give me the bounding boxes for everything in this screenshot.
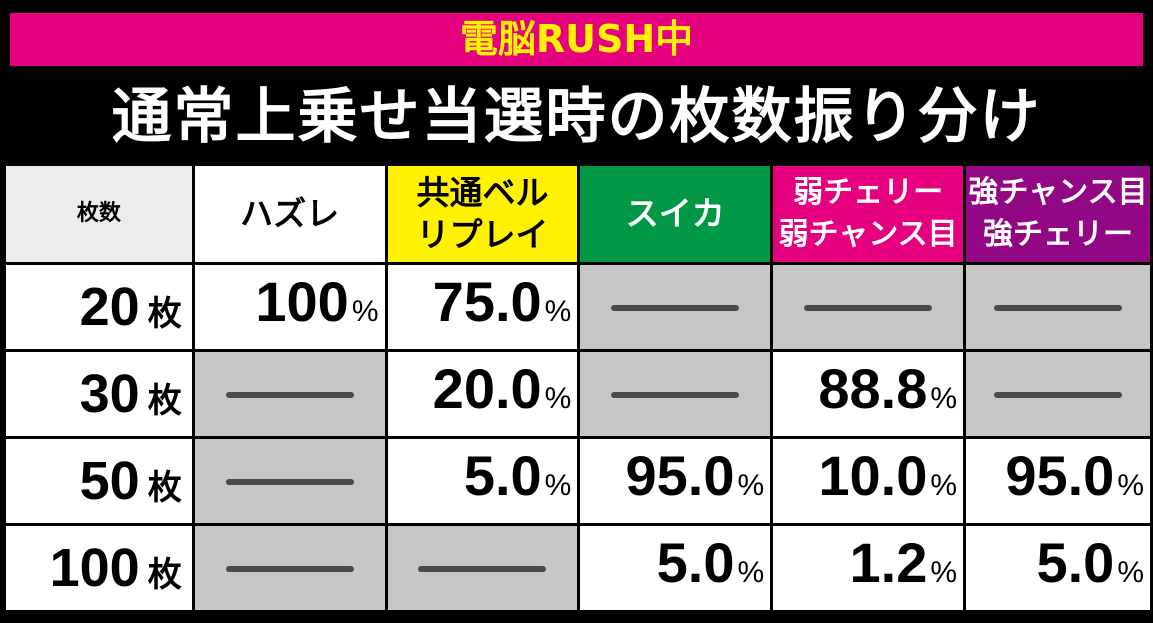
row-label-value: 100 bbox=[49, 538, 140, 598]
percent-value: 5.0 bbox=[463, 444, 542, 507]
row-label-unit: 枚 bbox=[147, 295, 182, 333]
row-label: 30 枚 bbox=[3, 349, 195, 439]
header-strong-line2: 強チェリー bbox=[983, 217, 1134, 252]
empty-cell bbox=[191, 436, 388, 526]
header-suika: スイカ bbox=[577, 163, 774, 265]
empty-cell bbox=[963, 262, 1153, 352]
value-cell-bell: 5.0% bbox=[384, 436, 581, 526]
header-weak-line2: 弱チャンス目 bbox=[778, 217, 958, 252]
value-cell-hazure: 100% bbox=[191, 262, 388, 352]
empty-cell bbox=[963, 349, 1153, 439]
percent-value: 95.0 bbox=[1005, 444, 1115, 507]
table-row: 20 枚 100% 75.0% bbox=[3, 262, 1153, 352]
empty-cell bbox=[384, 523, 581, 613]
header-weak: 弱チェリー弱チャンス目 bbox=[770, 163, 967, 265]
percent-value: 20.0 bbox=[432, 357, 542, 420]
header-bell-line2: リプレイ bbox=[416, 215, 549, 254]
value-cell-bell: 75.0% bbox=[384, 262, 581, 352]
header-weak-line1: 弱チェリー bbox=[793, 175, 944, 210]
dash-mark bbox=[418, 566, 547, 572]
table-row: 30 枚 20.0% 88.8% bbox=[3, 349, 1153, 439]
value-cell-weak: 10.0% bbox=[770, 436, 967, 526]
header-strong-line1: 強チャンス目 bbox=[968, 175, 1148, 210]
percent-sign: % bbox=[930, 382, 958, 415]
value-cell-suika: 95.0% bbox=[577, 436, 774, 526]
percent-sign: % bbox=[544, 295, 572, 328]
empty-cell bbox=[191, 523, 388, 613]
header-bell-replay: 共通ベル リプレイ bbox=[384, 163, 581, 265]
percent-sign: % bbox=[1117, 469, 1144, 502]
row-label-unit: 枚 bbox=[147, 469, 182, 507]
dash-mark bbox=[804, 305, 933, 311]
row-label-value: 30 bbox=[79, 364, 140, 424]
percent-sign: % bbox=[737, 469, 765, 502]
percent-value: 5.0 bbox=[656, 531, 735, 594]
dash-mark bbox=[994, 392, 1123, 398]
percent-value: 95.0 bbox=[625, 444, 735, 507]
row-label-unit: 枚 bbox=[147, 556, 182, 594]
header-hazure: ハズレ bbox=[191, 163, 388, 265]
row-label: 20 枚 bbox=[3, 262, 195, 352]
percent-sign: % bbox=[351, 295, 379, 328]
row-label: 50 枚 bbox=[3, 436, 195, 526]
value-cell-bell: 20.0% bbox=[384, 349, 581, 439]
distribution-table: 枚数 ハズレ 共通ベル リプレイ スイカ 弱チェリー弱チャンス目 強チャンス目 強チ… bbox=[3, 163, 1153, 613]
header-strong: 強チャンス目 強チェリー bbox=[963, 163, 1153, 265]
percent-value: 1.2 bbox=[849, 531, 928, 594]
header-bell-line1: 共通ベル bbox=[416, 173, 549, 212]
empty-cell bbox=[577, 349, 774, 439]
percent-value: 5.0 bbox=[1036, 531, 1115, 594]
page-title: 通常上乗せ当選時の枚数振り分け bbox=[111, 82, 1042, 152]
table-row: 50 枚 5.0% 95.0% 10.0% 95.0% bbox=[3, 436, 1153, 526]
dash-mark bbox=[225, 479, 354, 485]
empty-cell bbox=[191, 349, 388, 439]
value-cell-strong: 95.0% bbox=[963, 436, 1153, 526]
dash-mark bbox=[225, 392, 354, 398]
row-label-unit: 枚 bbox=[147, 382, 182, 420]
header-row: 枚数 ハズレ 共通ベル リプレイ スイカ 弱チェリー弱チャンス目 強チャンス目 強チ… bbox=[3, 163, 1153, 265]
empty-cell bbox=[577, 262, 774, 352]
dash-mark bbox=[611, 392, 740, 398]
value-cell-strong: 5.0% bbox=[963, 523, 1153, 613]
header-medal-count: 枚数 bbox=[3, 163, 195, 265]
row-label-value: 50 bbox=[79, 451, 140, 511]
dash-mark bbox=[994, 305, 1123, 311]
row-label: 100 枚 bbox=[3, 523, 195, 613]
percent-sign: % bbox=[1117, 556, 1144, 589]
table-body: 20 枚 100% 75.0% 30 枚 20.0% 88.8% 50 枚 5.0% 95.0% 10.… bbox=[3, 262, 1153, 613]
percent-sign: % bbox=[737, 556, 765, 589]
percent-sign: % bbox=[544, 469, 572, 502]
percent-value: 88.8 bbox=[818, 357, 928, 420]
percent-sign: % bbox=[930, 469, 958, 502]
dash-mark bbox=[611, 305, 740, 311]
table-row: 100 枚 5.0% 1.2% 5.0% bbox=[3, 523, 1153, 613]
value-cell-weak: 1.2% bbox=[770, 523, 967, 613]
percent-value: 10.0 bbox=[818, 444, 928, 507]
row-label-value: 20 bbox=[79, 277, 140, 337]
percent-value: 100 bbox=[255, 270, 349, 333]
empty-cell bbox=[770, 262, 967, 352]
value-cell-weak: 88.8% bbox=[770, 349, 967, 439]
percent-sign: % bbox=[544, 382, 572, 415]
value-cell-suika: 5.0% bbox=[577, 523, 774, 613]
rush-banner: 電脳RUSH中 bbox=[10, 13, 1143, 66]
dash-mark bbox=[225, 566, 354, 572]
percent-sign: % bbox=[930, 556, 958, 589]
percent-value: 75.0 bbox=[432, 270, 542, 333]
